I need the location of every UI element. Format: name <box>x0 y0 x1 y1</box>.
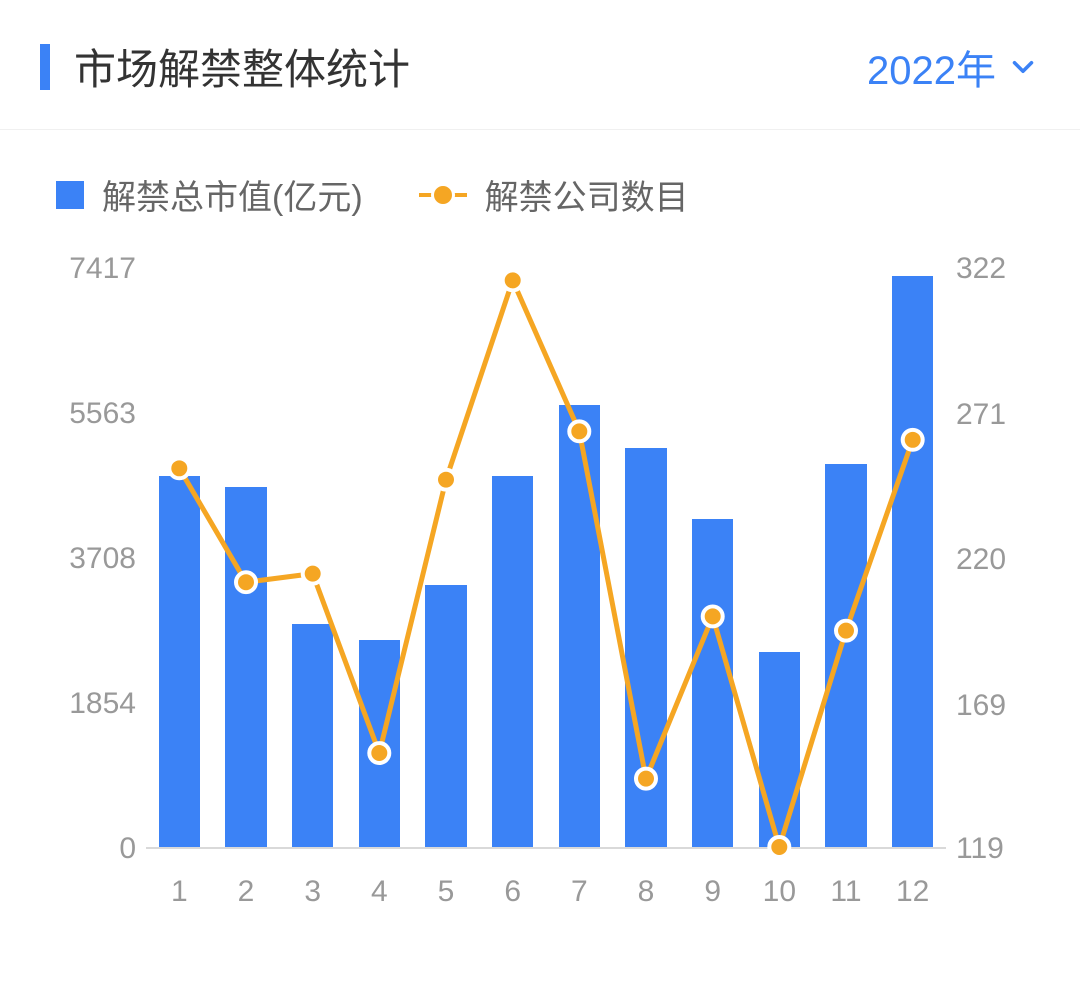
line-marker[interactable] <box>436 470 456 490</box>
y-left-tick-label: 7417 <box>56 252 136 286</box>
title-wrap: 市场解禁整体统计 <box>40 36 410 97</box>
x-tick-label: 7 <box>571 875 588 909</box>
x-tick-label: 2 <box>238 875 255 909</box>
bar[interactable] <box>825 464 866 847</box>
legend-item-bar[interactable]: 解禁总市值(亿元) <box>56 170 363 219</box>
bar[interactable] <box>292 624 333 847</box>
x-tick-label: 1 <box>171 875 188 909</box>
plot-area <box>146 269 946 849</box>
x-tick-label: 4 <box>371 875 388 909</box>
legend-swatch-line <box>419 181 467 209</box>
legend-label-line: 解禁公司数目 <box>485 170 689 219</box>
chart-wrap: 0185437085563741711916922027132212345678… <box>0 239 1080 939</box>
line-marker[interactable] <box>503 270 523 290</box>
y-left-tick-label: 3708 <box>56 542 136 576</box>
bar[interactable] <box>892 276 933 847</box>
legend-label-bar: 解禁总市值(亿元) <box>102 170 363 219</box>
combo-chart: 0185437085563741711916922027132212345678… <box>56 249 1026 909</box>
page-title: 市场解禁整体统计 <box>74 36 410 97</box>
title-accent-bar <box>40 44 50 90</box>
x-tick-label: 5 <box>438 875 455 909</box>
x-tick-label: 11 <box>830 875 861 909</box>
y-right-tick-label: 322 <box>956 252 1026 286</box>
card-header: 市场解禁整体统计 2022年 <box>0 0 1080 130</box>
x-tick-label: 10 <box>763 875 796 909</box>
x-tick-label: 9 <box>704 875 721 909</box>
line-marker[interactable] <box>303 564 323 584</box>
y-right-tick-label: 119 <box>956 832 1026 866</box>
bar[interactable] <box>159 476 200 847</box>
chart-card: 市场解禁整体统计 2022年 解禁总市值(亿元) 解禁公司数目 <box>0 0 1080 985</box>
y-left-tick-label: 5563 <box>56 397 136 431</box>
y-left-tick-label: 1854 <box>56 687 136 721</box>
x-tick-label: 6 <box>504 875 521 909</box>
y-right-tick-label: 271 <box>956 398 1026 432</box>
line-path <box>179 280 912 847</box>
bar[interactable] <box>492 476 533 847</box>
x-tick-label: 8 <box>638 875 655 909</box>
bar[interactable] <box>625 448 666 847</box>
bar[interactable] <box>425 585 466 847</box>
y-right-tick-label: 220 <box>956 543 1026 577</box>
chart-legend: 解禁总市值(亿元) 解禁公司数目 <box>0 130 1080 239</box>
legend-item-line[interactable]: 解禁公司数目 <box>419 170 689 219</box>
bar[interactable] <box>559 405 600 847</box>
bar[interactable] <box>759 652 800 847</box>
x-tick-label: 3 <box>304 875 321 909</box>
y-right-tick-label: 169 <box>956 689 1026 723</box>
app-container: 市场解禁整体统计 2022年 解禁总市值(亿元) 解禁公司数目 <box>0 0 1080 985</box>
year-label: 2022年 <box>867 38 996 96</box>
legend-swatch-bar <box>56 181 84 209</box>
chevron-down-icon <box>1006 50 1040 84</box>
y-left-tick-label: 0 <box>56 832 136 866</box>
bar[interactable] <box>225 487 266 847</box>
bar[interactable] <box>692 519 733 847</box>
year-selector[interactable]: 2022年 <box>867 38 1040 96</box>
bar[interactable] <box>359 640 400 847</box>
x-tick-label: 12 <box>896 875 929 909</box>
